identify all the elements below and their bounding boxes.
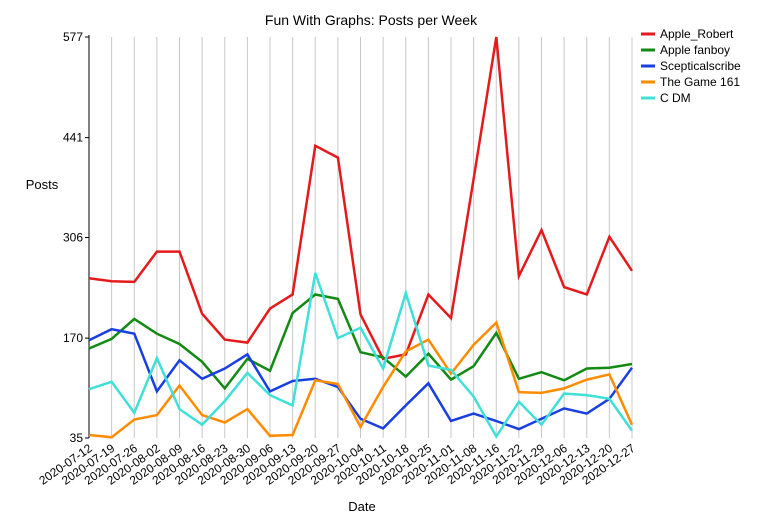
y-tick-label: 577 [63,30,83,44]
legend-label-scepticalscribe: Scepticalscribe [660,59,741,73]
y-tick-label: 35 [70,431,84,445]
y-tick-label: 170 [63,331,83,345]
series-line-the-game-161 [88,320,634,439]
series-lines [88,36,634,439]
legend-label-the-game-161: The Game 161 [660,75,740,89]
series-line-apple-fanboy [88,293,633,391]
y-axis-title: Posts [26,177,59,192]
legend-label-c-dm: C DM [660,91,691,105]
y-tick-label: 441 [63,131,83,145]
legend: Apple_Robert Apple fanboy Scepticalscribe T… [641,27,741,105]
legend-label-apple-robert: Apple_Robert [660,27,734,41]
x-axis-title: Date [348,499,375,514]
axes: 351703064415772020-07-122020-07-192020-0… [36,30,638,488]
chart-title: Fun With Graphs: Posts per Week [265,12,478,28]
gridlines [88,37,633,438]
legend-label-apple-fanboy: Apple fanboy [660,43,730,57]
y-tick-label: 306 [63,231,83,245]
series-line-c-dm [88,272,634,439]
series-line-apple-robert [88,36,634,361]
series-line-scepticalscribe [88,327,634,431]
